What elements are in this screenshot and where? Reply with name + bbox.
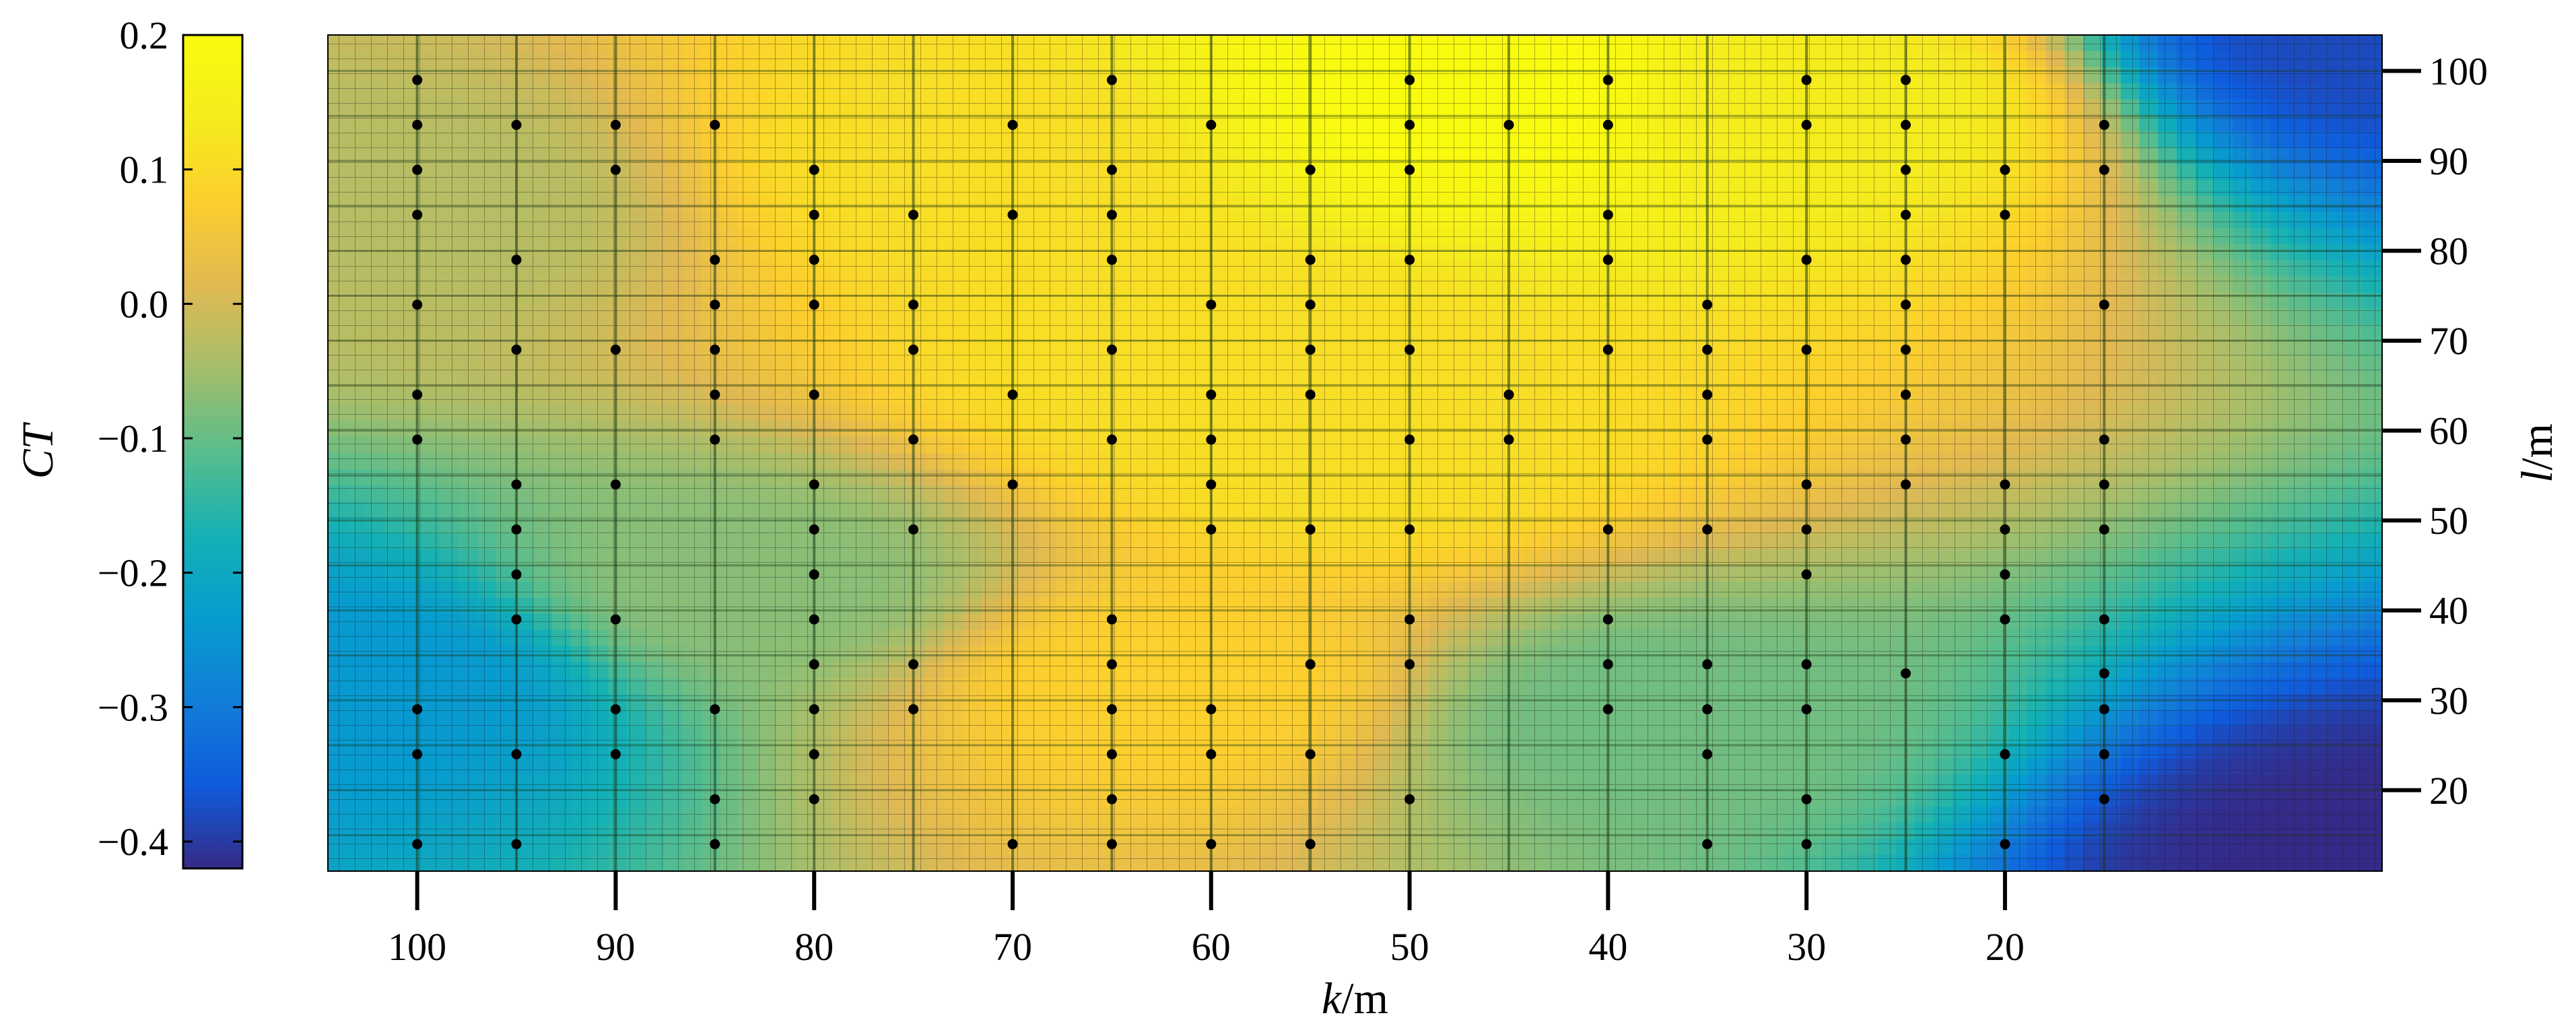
colorbar-title: CT	[13, 421, 63, 479]
colorbar-tick-label: 0.0	[120, 282, 169, 326]
heatmap-area	[327, 34, 2383, 872]
colorbar-tick-label: −0.3	[98, 685, 168, 729]
colorbar-gradient	[182, 34, 244, 870]
colorbar-tick-label: −0.2	[98, 551, 168, 595]
colorbar-tick-label: −0.4	[98, 820, 168, 864]
colorbar-tick-label: −0.1	[98, 417, 168, 460]
colorbar: 0.2 0.1 0.0 −0.1 −0.2 −0.3 −0.4 CT	[13, 13, 244, 870]
colorbar-label: CT	[13, 421, 63, 479]
colorbar-tick-label: 0.2	[120, 13, 169, 57]
colorbar-tick-label: 0.1	[120, 148, 169, 192]
colorbar-ticks: 0.2 0.1 0.0 −0.1 −0.2 −0.3 −0.4	[98, 13, 242, 864]
